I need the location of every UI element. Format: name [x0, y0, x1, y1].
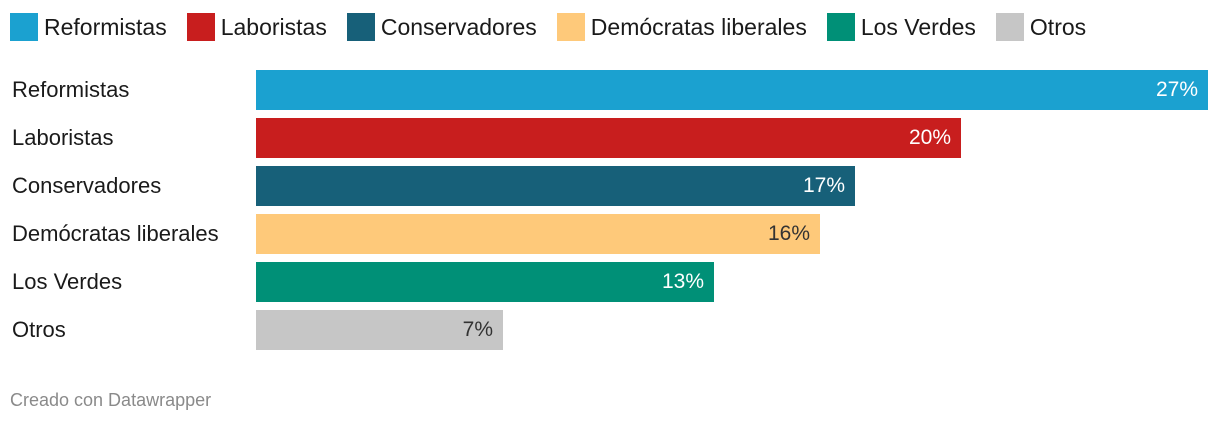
legend-item: Reformistas: [10, 13, 167, 41]
legend-swatch: [556, 13, 585, 41]
category-label: Los Verdes: [12, 269, 123, 294]
legend-swatch: [995, 13, 1024, 41]
legend-item: Laboristas: [186, 13, 327, 41]
bar-value-label: 27%: [1155, 78, 1198, 101]
legend-item: Otros: [995, 13, 1087, 41]
category-label: Demócratas liberales: [12, 221, 219, 246]
legend-label: Reformistas: [44, 13, 167, 40]
bar-value-label: 20%: [908, 126, 951, 149]
category-label: Reformistas: [12, 77, 130, 102]
bar: [256, 70, 1208, 110]
legend-swatch: [346, 13, 375, 41]
legend-label: Demócratas liberales: [590, 13, 807, 40]
chart-legend: Reformistas Laboristas Conservadores Demócr…: [10, 13, 1106, 41]
legend-swatch: [826, 13, 855, 41]
legend-item: Los Verdes: [826, 13, 976, 41]
bar-value-label: 16%: [767, 222, 810, 245]
bar-chart: Reformistas 27% Laboristas 20% Conservadores…: [12, 70, 1208, 350]
category-label: Otros: [12, 317, 66, 342]
category-label: Conservadores: [12, 173, 162, 198]
legend-swatch: [186, 13, 215, 41]
legend-label: Otros: [1029, 13, 1087, 40]
legend-item: Conservadores: [346, 13, 537, 41]
bar-value-label: 7%: [462, 318, 493, 341]
bar: [256, 310, 503, 350]
category-label: Laboristas: [12, 125, 114, 150]
bar: [256, 118, 961, 158]
legend-item: Demócratas liberales: [556, 13, 807, 41]
legend-label: Laboristas: [220, 13, 327, 40]
bar: [256, 166, 855, 206]
bar-value-label: 17%: [802, 174, 845, 197]
legend-label: Conservadores: [380, 13, 537, 40]
legend-label: Los Verdes: [860, 13, 976, 40]
chart-credit: Creado con Datawrapper: [10, 390, 212, 410]
bar: [256, 214, 820, 254]
bar-value-label: 13%: [661, 270, 704, 293]
legend-swatch: [10, 13, 38, 41]
bar: [256, 262, 714, 302]
